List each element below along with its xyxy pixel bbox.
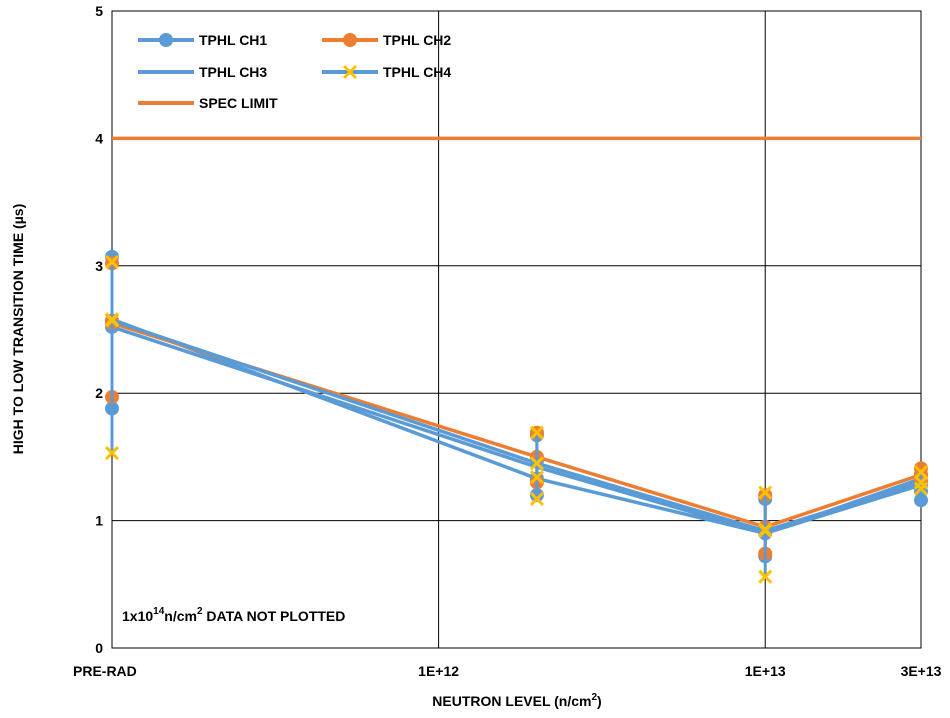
x-axis-title-main: NEUTRON LEVEL (n/cm	[432, 693, 591, 709]
annotation-sup-1: 14	[153, 606, 165, 617]
annotation-not-plotted: 1x1014n/cm2 DATA NOT PLOTTED	[122, 606, 345, 624]
data-point-stroke	[913, 475, 929, 490]
series-line	[111, 325, 922, 536]
series-layer	[104, 136, 929, 584]
data-point	[529, 425, 544, 440]
data-point	[343, 33, 357, 47]
data-point-stroke	[913, 465, 929, 480]
data-point-stroke	[104, 446, 120, 461]
series-2	[105, 256, 928, 561]
data-point	[758, 569, 773, 584]
x-axis-title-sup: 2	[591, 692, 597, 703]
annotation-sup-2: 2	[197, 606, 203, 617]
annotation-suffix: DATA NOT PLOTTED	[203, 608, 346, 624]
data-point	[758, 485, 773, 500]
legend-label: TPHL CH3	[199, 64, 267, 80]
data-point-stroke	[529, 425, 544, 440]
legend-item: TPHL CH1	[138, 32, 267, 48]
legend: TPHL CH1 TPHL CH2 TPHL CH3 TPHL CH4 SPEC LIM…	[138, 32, 451, 111]
data-point-stroke	[529, 456, 544, 471]
legend-item: TPHL CH4	[322, 64, 451, 80]
series-line	[111, 321, 922, 529]
annotation-prefix: 1x10	[122, 608, 153, 624]
data-point-stroke	[758, 485, 773, 500]
x-axis-title: NEUTRON LEVEL (n/cm2)	[432, 692, 601, 709]
legend-item: TPHL CH2	[322, 32, 451, 48]
y-tick-label: 5	[95, 3, 103, 19]
data-point	[913, 465, 929, 480]
data-point	[159, 33, 173, 47]
series-3	[111, 317, 922, 536]
x-tick-label: 1E+12	[418, 663, 459, 679]
data-point-stroke	[529, 491, 544, 507]
x-axis-title-suffix: )	[597, 693, 602, 709]
x-tick-label: PRE-RAD	[73, 663, 137, 679]
data-point	[913, 475, 929, 490]
legend-item: SPEC LIMIT	[138, 95, 278, 111]
axes: 0 1 2 3 4 5 PRE-RAD 1E+12 1E+13 3E+13	[73, 3, 942, 679]
data-point	[104, 254, 120, 270]
y-axis-title: HIGH TO LOW TRANSITION TIME (µs)	[10, 204, 26, 454]
x-tick-label: 1E+13	[745, 663, 786, 679]
legend-item: TPHL CH3	[138, 64, 267, 80]
data-point	[104, 313, 120, 328]
data-point	[342, 64, 358, 80]
data-point	[529, 456, 544, 471]
data-point	[758, 523, 773, 538]
legend-label: SPEC LIMIT	[199, 95, 278, 111]
y-tick-label: 2	[95, 385, 103, 401]
data-point-stroke	[342, 64, 358, 80]
y-tick-label: 1	[95, 513, 103, 529]
legend-label: TPHL CH2	[383, 32, 451, 48]
y-tick-label: 3	[95, 258, 103, 274]
series-line	[111, 318, 922, 533]
data-point-stroke	[104, 254, 120, 270]
data-point-stroke	[104, 313, 120, 328]
annotation-mid: n/cm	[164, 608, 197, 624]
series-line	[111, 317, 922, 536]
x-tick-label: 3E+13	[901, 663, 942, 679]
y-tick-label: 0	[95, 640, 103, 656]
data-point-stroke	[758, 569, 773, 584]
data-point-stroke	[529, 470, 544, 485]
legend-label: TPHL CH1	[199, 32, 267, 48]
legend-label: TPHL CH4	[383, 64, 451, 80]
y-tick-label: 4	[95, 130, 103, 146]
data-point	[104, 446, 120, 461]
data-point	[529, 470, 544, 485]
series-4	[104, 254, 929, 584]
series-1	[105, 249, 928, 564]
data-point	[529, 491, 544, 507]
data-point-stroke	[758, 523, 773, 538]
